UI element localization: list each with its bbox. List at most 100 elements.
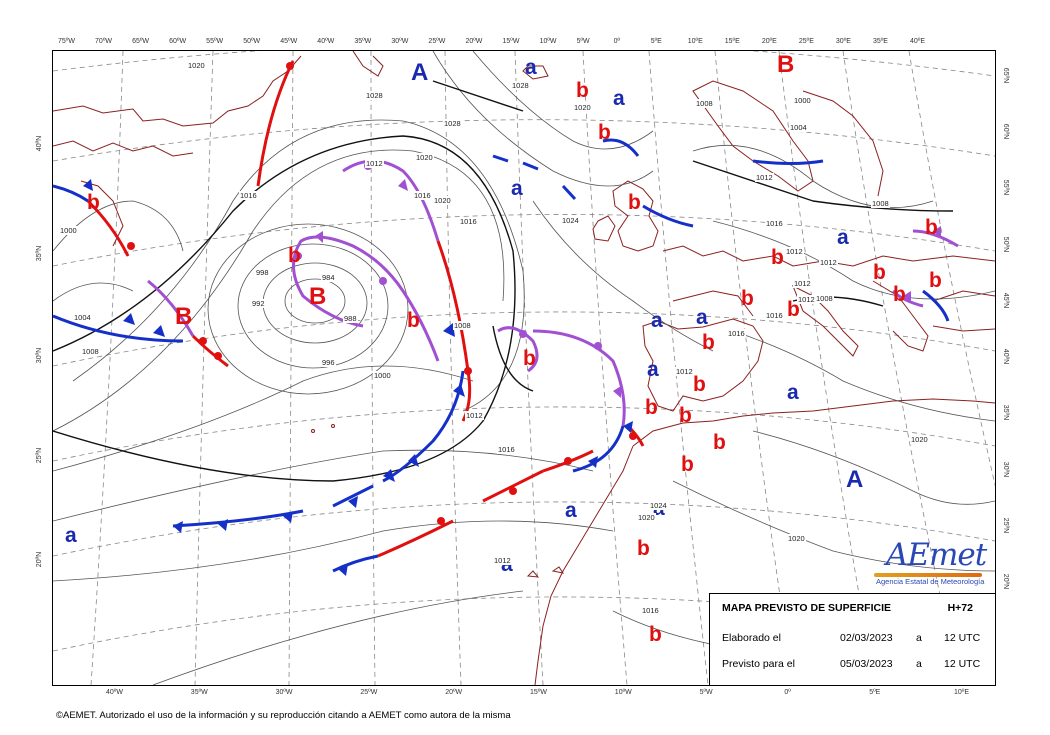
latitude-label-right: 35ºN — [1002, 405, 1010, 421]
warm-front — [191, 334, 229, 368]
relative-low: b — [741, 287, 754, 310]
isobar-label: 1024 — [649, 501, 668, 510]
warm-front — [86, 199, 130, 257]
isobar-label: 1020 — [910, 435, 929, 444]
isobar-label: 1012 — [819, 258, 838, 267]
stationary-front — [482, 469, 544, 503]
latitude-label-right: 65ºN — [1002, 67, 1010, 84]
longitude-label-top: 35ºW — [354, 38, 372, 45]
cold-front — [642, 204, 694, 228]
isobar-label: 1020 — [433, 196, 452, 205]
issued-time: 12 UTC — [944, 632, 981, 644]
longitude-label-bottom: 10ºE — [954, 689, 970, 696]
relative-low: b — [288, 244, 301, 267]
isobar-label: 1012 — [675, 367, 694, 376]
relative-low: b — [679, 404, 692, 427]
info-title: MAPA PREVISTO DE SUPERFICIE — [722, 602, 891, 614]
latitude-label-right: 45ºN — [1002, 292, 1010, 309]
cold-front — [53, 314, 184, 343]
relative-low: b — [649, 623, 662, 646]
longitude-label-top: 30ºE — [835, 38, 851, 45]
longitude-label-bottom: 40ºW — [106, 689, 123, 696]
longitude-label-top: 25ºE — [798, 38, 814, 45]
cold-front — [561, 184, 577, 201]
isobar-label: 1016 — [765, 311, 784, 320]
relative-high: a — [525, 56, 537, 79]
cold-front — [572, 425, 625, 473]
occluded-front — [292, 235, 440, 362]
isobar-label: 1012 — [465, 411, 484, 420]
valid-date: 05/03/2023 — [840, 658, 893, 670]
longitude-label-top: 35ºE — [872, 38, 888, 45]
high-pressure-center: A — [846, 466, 864, 493]
relative-high: a — [613, 87, 625, 110]
isobar-label: 1016 — [727, 329, 746, 338]
occluded-front — [342, 159, 440, 242]
isobar-label: 1000 — [793, 96, 812, 105]
latitude-label-left: 35ºN — [36, 245, 44, 262]
relative-low: b — [873, 261, 886, 284]
relative-low: b — [637, 537, 650, 560]
cold-front — [492, 154, 509, 163]
relative-low: b — [523, 347, 536, 370]
longitude-label-top: 10ºW — [539, 38, 557, 45]
aemet-logo: AEmet Agencia Estatal de Meteorología — [872, 537, 992, 593]
fronts — [53, 60, 959, 573]
latitude-label-right: 20ºN — [1002, 573, 1010, 590]
cold-front — [922, 289, 950, 322]
isobar-label: 988 — [343, 314, 358, 323]
stationary-front — [172, 509, 304, 528]
longitude-label-top: 40ºE — [910, 38, 926, 45]
longitude-label-top: 50ºW — [243, 38, 261, 45]
warm-front — [377, 519, 454, 558]
latitude-label-right: 25ºN — [1002, 517, 1010, 533]
longitude-label-top: 40ºW — [317, 38, 335, 45]
longitude-label-top: 10ºE — [687, 38, 703, 45]
logo-wordmark: AEmet — [886, 537, 987, 573]
isobar-label: 1012 — [793, 279, 812, 288]
relative-low: b — [771, 246, 784, 269]
longitude-label-top: 0º — [613, 38, 621, 45]
longitude-label-top: 15ºE — [724, 38, 740, 45]
latitude-label-right: 60ºN — [1002, 124, 1010, 140]
relative-high: a — [696, 306, 708, 329]
longitude-label-bottom: 35ºW — [190, 689, 208, 696]
longitude-label-top: 30ºW — [391, 38, 409, 45]
relative-high: a — [65, 524, 77, 547]
longitude-label-bottom: 30ºW — [275, 689, 293, 696]
isobar-label: 1008 — [81, 347, 100, 356]
map-canvas — [53, 51, 995, 685]
logo-subtitle: Agencia Estatal de Meteorología — [876, 577, 985, 586]
isobar-label: 1028 — [511, 81, 530, 90]
relative-low: b — [628, 191, 641, 214]
front-symbols — [83, 62, 941, 576]
isobar-label: 1012 — [365, 159, 384, 168]
longitude-label-top: 45ºW — [280, 38, 298, 45]
isobar-label: 1020 — [415, 153, 434, 162]
relative-low: b — [787, 298, 800, 321]
isobar-label: 1016 — [459, 217, 478, 226]
isobar-label: 1000 — [373, 371, 392, 380]
isobar-label: 1016 — [413, 191, 432, 200]
isobar-label: 1028 — [443, 119, 462, 128]
occluded-front — [602, 138, 640, 157]
occluded-front — [912, 229, 959, 248]
info-title-row: MAPA PREVISTO DE SUPERFICIE H+72 — [722, 602, 985, 614]
relative-low: b — [87, 191, 100, 214]
forecast-info-box: MAPA PREVISTO DE SUPERFICIE H+72 Elabora… — [709, 593, 995, 685]
isobar-label: 1028 — [365, 91, 384, 100]
latitude-label-left: 20ºN — [36, 551, 44, 568]
cold-front — [332, 554, 379, 573]
valid-time: 12 UTC — [944, 658, 981, 670]
isobar-label: 1016 — [765, 219, 784, 228]
longitude-label-bottom: 5ºE — [869, 689, 881, 696]
isobar-label: 1020 — [637, 513, 656, 522]
isobar-label: 1012 — [493, 556, 512, 565]
issued-sep: a — [916, 632, 922, 644]
occluded-front — [497, 326, 539, 373]
low-pressure-center: B — [777, 51, 795, 78]
issued-label: Elaborado el — [722, 632, 781, 644]
forecast-horizon: H+72 — [947, 602, 973, 614]
longitude-label-top: 25ºW — [428, 38, 446, 45]
valid-sep: a — [916, 658, 922, 670]
